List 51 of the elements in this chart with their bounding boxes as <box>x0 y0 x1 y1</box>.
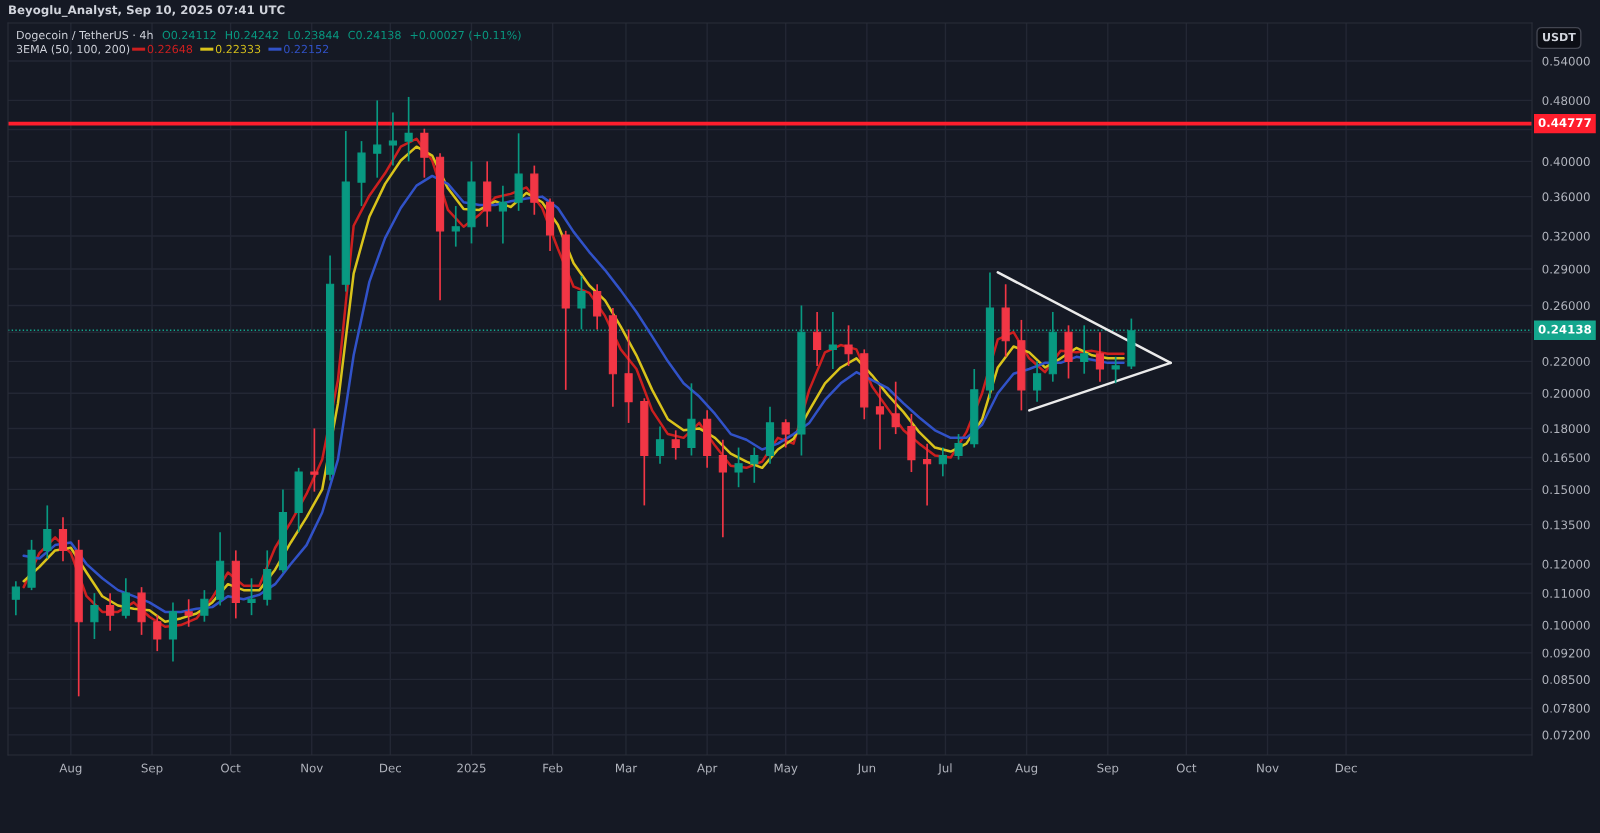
y-tick-label: 0.36000 <box>1542 192 1590 202</box>
y-tick-label: 0.29000 <box>1542 264 1590 274</box>
x-tick-label: May <box>774 763 798 775</box>
annotation: C0.24138 <box>348 30 401 40</box>
x-tick-label: Sep <box>1097 763 1119 775</box>
x-tick-label: Feb <box>543 763 563 773</box>
y-tick-label: 0.12000 <box>1542 559 1590 569</box>
legend-label: 0.22333 <box>215 44 261 54</box>
y-tick-label: 0.54000 <box>1542 56 1590 66</box>
y-tick-label: 0.26000 <box>1542 301 1590 311</box>
x-tick-label: Dec <box>380 763 401 773</box>
y-tick-label: 0.07200 <box>1542 730 1590 740</box>
y-tick-label: 0.16500 <box>1542 453 1590 463</box>
y-tick-label: 0.08500 <box>1542 675 1590 685</box>
y-tick-label: 0.40000 <box>1542 157 1590 167</box>
x-tick-label: Apr <box>697 763 718 775</box>
annotation: H0.24242 <box>225 30 278 40</box>
legend-title: 3EMA (50, 100, 200) <box>16 44 130 55</box>
x-tick-label: Aug <box>59 763 82 775</box>
annotation: L0.23844 <box>288 30 339 40</box>
y-tick-label: 0.32000 <box>1542 231 1590 241</box>
y-tick-label: 0.48000 <box>1542 96 1590 106</box>
x-tick-label: Nov <box>1257 763 1279 773</box>
y-tick-label: 0.13500 <box>1542 520 1590 530</box>
x-tick-label: Aug <box>1015 763 1038 775</box>
x-tick-label: 2025 <box>457 763 486 773</box>
y-axis-title: USDT <box>1543 32 1576 42</box>
legend-label: 0.22648 <box>147 44 193 54</box>
text: Dogecoin / TetherUS · 4h <box>17 30 153 42</box>
x-tick-label: Nov <box>301 763 323 773</box>
x-tick-label: Oct <box>221 763 241 773</box>
annotation: O0.24112 <box>162 30 216 40</box>
y-tick-label: 0.09200 <box>1542 648 1590 658</box>
x-tick-label: Dec <box>1335 763 1357 773</box>
y-tick-label: 0.10000 <box>1542 620 1590 630</box>
chart-subtitle: Beyoglu_Analyst, Sep 10, 2025 07:41 UTC <box>9 5 285 17</box>
y-tick-label: 0.15000 <box>1542 485 1590 495</box>
ref-line-label: 0.24138 <box>1538 324 1592 334</box>
y-tick-label: 0.22000 <box>1542 357 1590 366</box>
x-tick-label: Jun <box>857 763 876 775</box>
x-tick-label: Oct <box>1176 763 1197 773</box>
annotation: +0.00027 (+0.11%) <box>410 30 521 41</box>
y-tick-label: 0.11000 <box>1542 588 1590 598</box>
y-tick-label: 0.18000 <box>1542 424 1590 434</box>
legend-label: 0.22152 <box>284 44 329 54</box>
y-tick-label: 0.20000 <box>1542 388 1590 398</box>
x-tick-label: Jul <box>937 763 952 775</box>
x-tick-label: Sep <box>141 763 163 775</box>
y-tick-label: 0.07800 <box>1542 703 1590 713</box>
x-tick-label: Mar <box>616 763 638 773</box>
ref-line-label: 0.44777 <box>1538 118 1591 128</box>
